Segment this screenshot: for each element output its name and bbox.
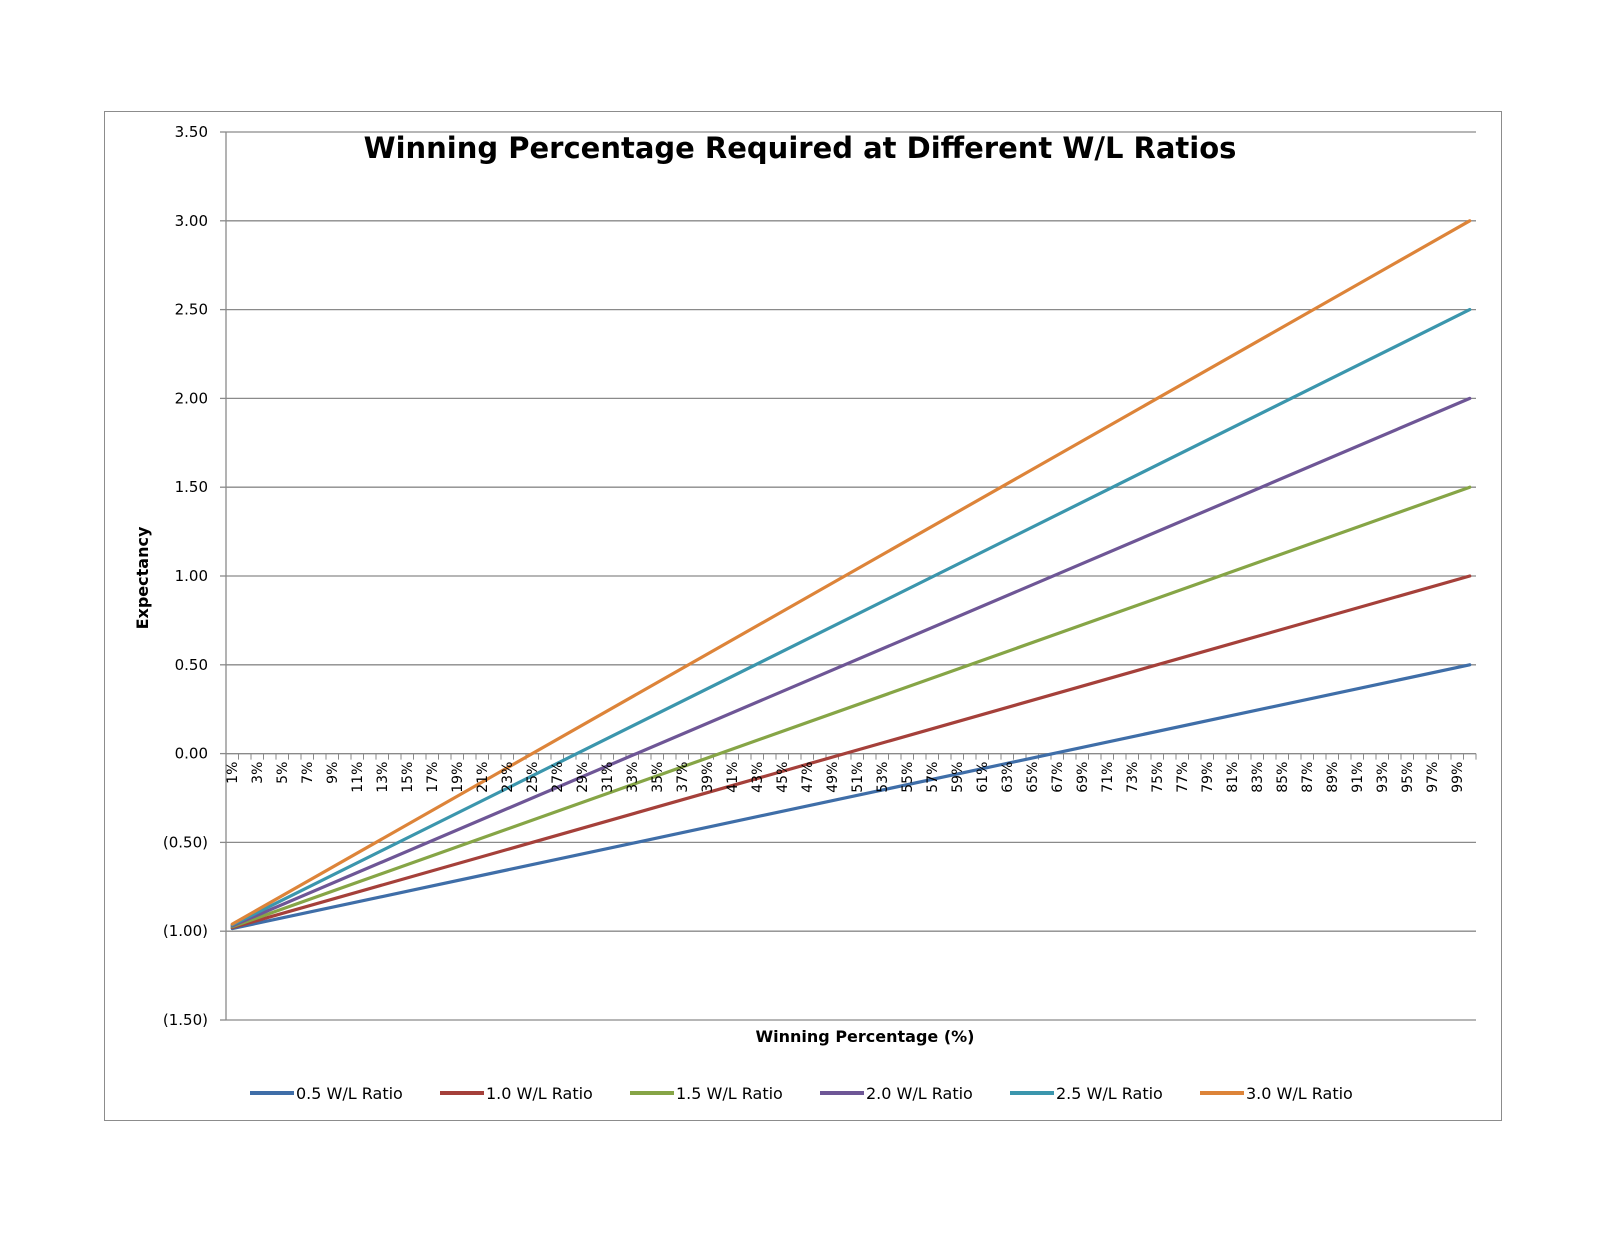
x-tick-label: 11% bbox=[350, 762, 366, 793]
y-tick-label: 0.50 bbox=[175, 656, 208, 674]
x-tick-label: 79% bbox=[1200, 762, 1216, 793]
y-tick-label: 1.50 bbox=[175, 478, 208, 496]
y-tick-label: 2.00 bbox=[175, 389, 208, 407]
x-tick-label: 21% bbox=[475, 762, 491, 793]
x-tick-label: 65% bbox=[1025, 762, 1041, 793]
x-tick-label: 41% bbox=[725, 762, 741, 793]
y-tick-label: 3.00 bbox=[175, 212, 208, 230]
series-lines bbox=[230, 219, 1472, 931]
chart-title: Winning Percentage Required at Different… bbox=[364, 131, 1237, 165]
y-tick-label: 0.00 bbox=[175, 745, 208, 763]
axes bbox=[220, 131, 1477, 1021]
x-tick-label: 27% bbox=[550, 762, 566, 793]
x-tick-label: 23% bbox=[500, 762, 516, 793]
x-tick-label: 47% bbox=[800, 762, 816, 793]
x-tick-label: 19% bbox=[450, 762, 466, 793]
x-tick-label: 89% bbox=[1325, 762, 1341, 793]
series-line bbox=[230, 663, 1472, 931]
x-tick-label: 87% bbox=[1300, 762, 1316, 793]
x-tick-label: 97% bbox=[1425, 762, 1441, 793]
legend: 0.5 W/L Ratio 1.0 W/L Ratio 1.5 W/L Ratio 2… bbox=[250, 1084, 1353, 1103]
series-line bbox=[230, 396, 1472, 928]
x-tick-label: 39% bbox=[700, 762, 716, 793]
x-tick-label: 73% bbox=[1125, 762, 1141, 793]
x-tick-label: 17% bbox=[425, 762, 441, 793]
x-tick-label: 3% bbox=[250, 762, 266, 784]
x-tick-label: 83% bbox=[1250, 762, 1266, 793]
x-tick-label: 53% bbox=[875, 762, 891, 793]
x-tick-label: 69% bbox=[1075, 762, 1091, 793]
x-tick-label: 67% bbox=[1050, 762, 1066, 793]
legend-label: 1.5 W/L Ratio bbox=[676, 1084, 783, 1103]
x-tick-label: 55% bbox=[900, 762, 916, 793]
x-axis-label: Winning Percentage (%) bbox=[756, 1027, 975, 1046]
x-tick-label: 85% bbox=[1275, 762, 1291, 793]
x-tick-label: 29% bbox=[575, 762, 591, 793]
x-tick-label: 9% bbox=[325, 762, 341, 784]
x-tick-label: 45% bbox=[775, 762, 791, 793]
y-axis-label: Expectancy bbox=[133, 526, 152, 629]
x-tick-label: 77% bbox=[1175, 762, 1191, 793]
x-tick-label: 15% bbox=[400, 762, 416, 793]
x-tick-label: 81% bbox=[1225, 762, 1241, 793]
x-tick-label: 13% bbox=[375, 762, 391, 793]
x-tick-label: 33% bbox=[625, 762, 641, 793]
y-tick-labels: 3.50 3.00 2.50 2.00 1.50 1.00 0.50 0.00 (0.50) (1… bbox=[163, 123, 208, 1029]
series-line bbox=[230, 574, 1472, 930]
x-tick-label: 35% bbox=[650, 762, 666, 793]
x-tick-label: 99% bbox=[1450, 762, 1466, 793]
legend-label: 2.0 W/L Ratio bbox=[866, 1084, 973, 1103]
series-line bbox=[230, 219, 1472, 926]
gridlines bbox=[226, 131, 1476, 1021]
x-tick-label: 51% bbox=[850, 762, 866, 793]
x-tick-label: 37% bbox=[675, 762, 691, 793]
series-line bbox=[230, 485, 1472, 929]
x-tick-label: 31% bbox=[600, 762, 616, 793]
x-tick-label: 91% bbox=[1350, 762, 1366, 793]
x-tick-label: 57% bbox=[925, 762, 941, 793]
legend-label: 1.0 W/L Ratio bbox=[486, 1084, 593, 1103]
x-tick-label: 25% bbox=[525, 762, 541, 793]
x-tick-label: 95% bbox=[1400, 762, 1416, 793]
x-tick-label: 61% bbox=[975, 762, 991, 793]
series-line bbox=[230, 308, 1472, 927]
x-tick-label: 1% bbox=[225, 762, 241, 784]
x-tick-label: 59% bbox=[950, 762, 966, 793]
chart-frame bbox=[104, 111, 1502, 1121]
legend-label: 0.5 W/L Ratio bbox=[296, 1084, 403, 1103]
x-tick-label: 7% bbox=[300, 762, 316, 784]
y-tick-label: (1.00) bbox=[163, 922, 208, 940]
legend-label: 2.5 W/L Ratio bbox=[1056, 1084, 1163, 1103]
legend-label: 3.0 W/L Ratio bbox=[1246, 1084, 1353, 1103]
y-tick-label: 3.50 bbox=[175, 123, 208, 141]
y-tick-label: (1.50) bbox=[163, 1011, 208, 1029]
x-tick-labels: 1% 3% 5% 7% 9% 11% 13% 15% 17% 19% 21% 23% 25% 27% 29%… bbox=[225, 762, 1466, 793]
x-tick-label: 93% bbox=[1375, 762, 1391, 793]
x-tick-label: 63% bbox=[1000, 762, 1016, 793]
x-tick-label: 43% bbox=[750, 762, 766, 793]
x-tick-label: 75% bbox=[1150, 762, 1166, 793]
y-tick-label: 1.00 bbox=[175, 567, 208, 585]
x-tick-label: 71% bbox=[1100, 762, 1116, 793]
y-tick-label: (0.50) bbox=[163, 833, 208, 851]
y-tick-label: 2.50 bbox=[175, 301, 208, 319]
x-tick-label: 49% bbox=[825, 762, 841, 793]
x-tick-label: 5% bbox=[275, 762, 291, 784]
